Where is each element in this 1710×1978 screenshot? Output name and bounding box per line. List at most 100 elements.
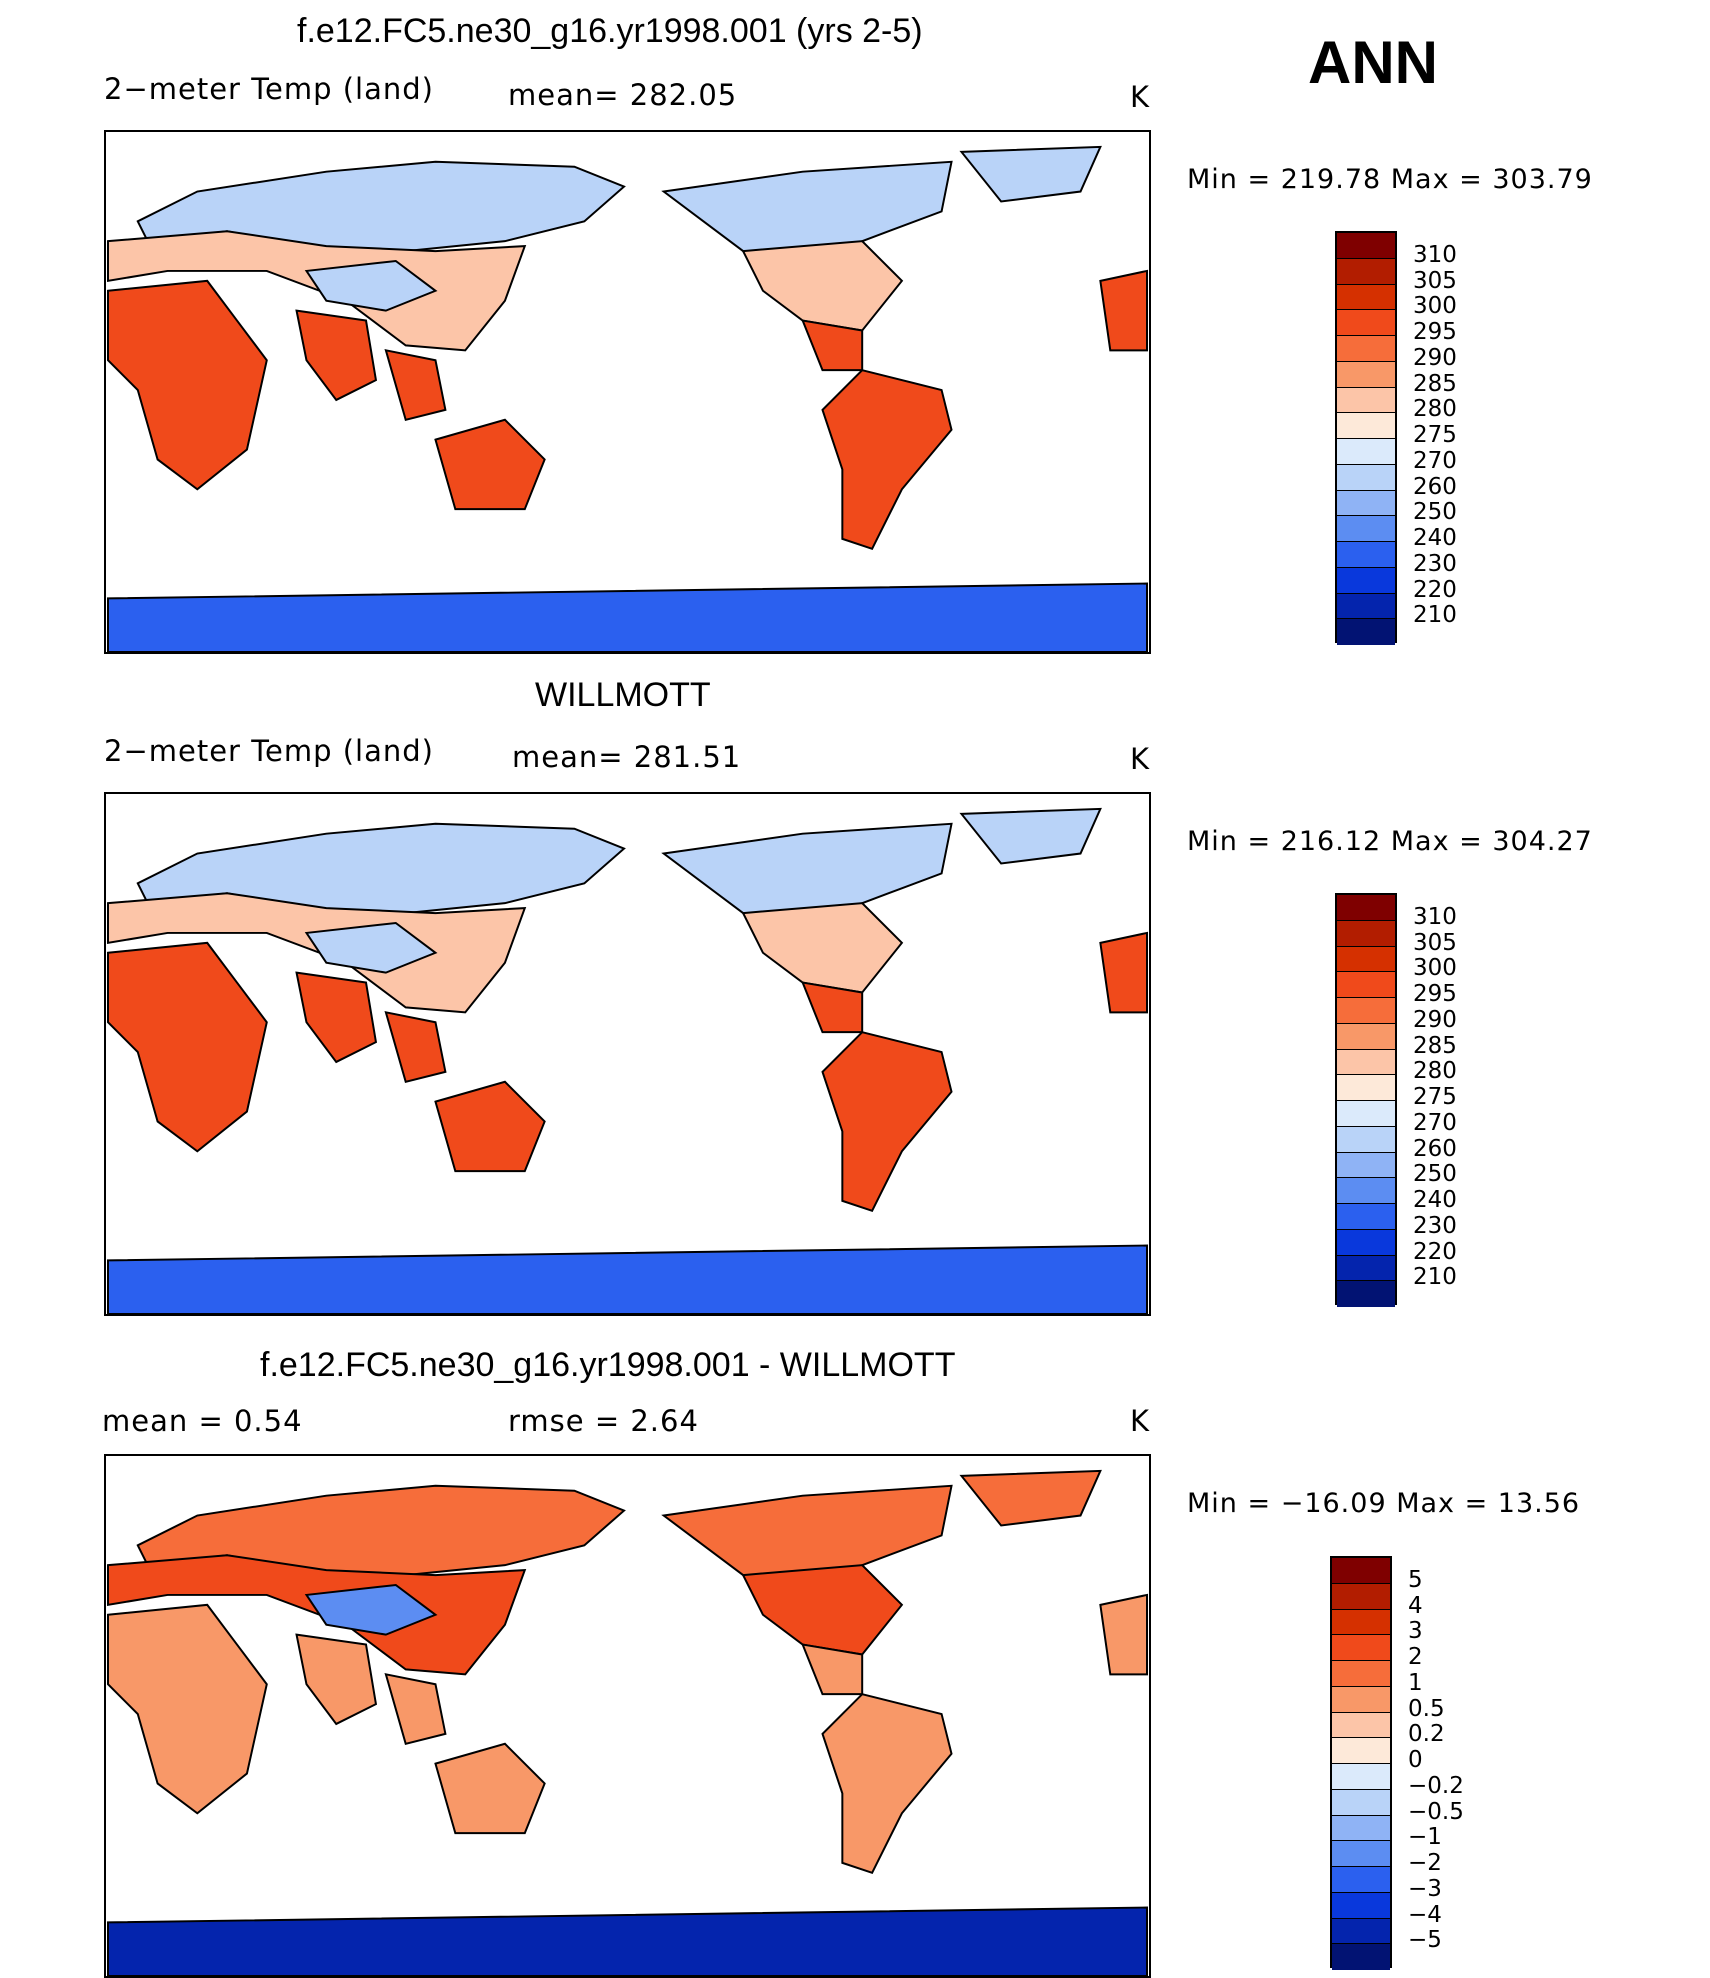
colorbar-level-label: −0.5 bbox=[1408, 1798, 1464, 1825]
land-region bbox=[295, 971, 378, 1064]
colorbar-level-label: 310 bbox=[1413, 241, 1457, 268]
colorbar-swatch bbox=[1337, 439, 1395, 465]
panel3-colorbar bbox=[1330, 1556, 1392, 1970]
colorbar-level-label: 220 bbox=[1413, 1238, 1457, 1265]
land-region bbox=[1099, 931, 1148, 1014]
colorbar-level-label: −2 bbox=[1408, 1850, 1442, 1876]
panel3-title: f.e12.FC5.ne30_g16.yr1998.001 - WILLMOTT bbox=[260, 1346, 956, 1384]
land-region bbox=[304, 921, 438, 974]
land-region bbox=[107, 1244, 1148, 1314]
land-region bbox=[295, 309, 378, 402]
colorbar-swatch bbox=[1337, 619, 1395, 645]
colorbar-level-label: 240 bbox=[1413, 525, 1457, 551]
colorbar-level-label: −1 bbox=[1408, 1824, 1442, 1851]
colorbar-level-label: 0.5 bbox=[1408, 1695, 1445, 1722]
colorbar-swatch bbox=[1332, 1686, 1390, 1713]
colorbar-level-label: −5 bbox=[1408, 1927, 1442, 1954]
colorbar-swatch bbox=[1332, 1764, 1390, 1790]
colorbar-swatch bbox=[1337, 567, 1395, 594]
colorbar-level-label: 275 bbox=[1413, 422, 1457, 448]
season-label: ANN bbox=[1308, 29, 1438, 96]
panel2-minmax: Min = 216.12 Max = 304.27 bbox=[1187, 826, 1593, 857]
colorbar-swatch bbox=[1332, 1789, 1390, 1816]
colorbar-level-label: 230 bbox=[1413, 1212, 1457, 1239]
colorbar-swatch bbox=[1337, 1101, 1395, 1127]
colorbar-swatch bbox=[1337, 1178, 1395, 1204]
land-region bbox=[107, 1906, 1148, 1976]
land-region bbox=[107, 582, 1148, 652]
panel1-map bbox=[104, 130, 1151, 654]
colorbar-swatch bbox=[1337, 1126, 1395, 1153]
land-region bbox=[801, 1643, 864, 1696]
land-region bbox=[384, 1673, 447, 1745]
colorbar-level-label: 210 bbox=[1413, 1264, 1457, 1291]
panel3-map bbox=[104, 1454, 1151, 1978]
colorbar-swatch bbox=[1337, 387, 1395, 414]
land-region bbox=[107, 1603, 268, 1815]
colorbar-swatch bbox=[1337, 361, 1395, 388]
land-region bbox=[384, 1011, 447, 1083]
colorbar-level-label: 305 bbox=[1413, 267, 1457, 294]
land-region bbox=[959, 145, 1102, 203]
colorbar-swatch bbox=[1332, 1661, 1390, 1687]
land-region bbox=[801, 981, 864, 1034]
land-region bbox=[107, 1554, 527, 1676]
land-region bbox=[107, 941, 268, 1153]
colorbar-level-label: 285 bbox=[1413, 370, 1457, 397]
land-region bbox=[821, 369, 953, 551]
land-region bbox=[801, 319, 864, 372]
panel1-title: f.e12.FC5.ne30_g16.yr1998.001 (yrs 2-5) bbox=[297, 12, 923, 50]
colorbar-swatch bbox=[1332, 1892, 1390, 1919]
colorbar-swatch bbox=[1337, 593, 1395, 620]
panel3-minmax: Min = −16.09 Max = 13.56 bbox=[1187, 1488, 1581, 1519]
colorbar-swatch bbox=[1337, 516, 1395, 542]
colorbar-swatch bbox=[1337, 972, 1395, 998]
colorbar-swatch bbox=[1332, 1635, 1390, 1661]
land-region bbox=[1099, 1593, 1148, 1676]
colorbar-level-label: 290 bbox=[1413, 344, 1457, 371]
panel1-mean: mean= 282.05 bbox=[508, 78, 738, 112]
colorbar-swatch bbox=[1337, 310, 1395, 336]
panel3-rmse: rmse = 2.64 bbox=[508, 1404, 699, 1438]
colorbar-swatch bbox=[1337, 1255, 1395, 1282]
colorbar-swatch bbox=[1337, 284, 1395, 311]
colorbar-level-label: −0.2 bbox=[1408, 1772, 1464, 1799]
colorbar-level-label: 240 bbox=[1413, 1187, 1457, 1213]
colorbar-swatch bbox=[1332, 1738, 1390, 1764]
panel2-mean: mean= 281.51 bbox=[512, 740, 742, 774]
map-canvas bbox=[107, 145, 1148, 652]
panel1-colorbar-labels: 310 305 300 295 290 285 280 275 270 260 250 240 230 2… bbox=[1413, 231, 1493, 643]
panel3-units: K bbox=[1130, 1404, 1151, 1438]
colorbar-level-label: 260 bbox=[1413, 1135, 1457, 1162]
colorbar-swatch bbox=[1332, 1815, 1390, 1842]
land-region bbox=[295, 1633, 378, 1726]
colorbar-level-label: 270 bbox=[1413, 447, 1457, 474]
land-region bbox=[107, 892, 527, 1014]
land-region bbox=[304, 1583, 438, 1636]
colorbar-level-label: 260 bbox=[1413, 473, 1457, 500]
colorbar-level-label: 230 bbox=[1413, 550, 1457, 577]
colorbar-swatch bbox=[1332, 1712, 1390, 1739]
colorbar-level-label: 250 bbox=[1413, 1161, 1457, 1188]
colorbar-swatch bbox=[1337, 920, 1395, 947]
colorbar-swatch bbox=[1337, 542, 1395, 568]
land-region bbox=[107, 230, 527, 352]
land-region bbox=[304, 259, 438, 312]
colorbar-swatch bbox=[1337, 1281, 1395, 1307]
colorbar-swatch bbox=[1332, 1609, 1390, 1636]
colorbar-level-label: 2 bbox=[1408, 1644, 1423, 1670]
land-region bbox=[821, 1031, 953, 1213]
colorbar-level-label: −4 bbox=[1408, 1901, 1442, 1928]
panel2-variable-label: 2−meter Temp (land) bbox=[104, 734, 434, 768]
panel2-colorbar-labels: 310 305 300 295 290 285 280 275 270 260 250 240 230 2… bbox=[1413, 893, 1493, 1305]
colorbar-level-label: 220 bbox=[1413, 576, 1457, 603]
colorbar-level-label: 290 bbox=[1413, 1006, 1457, 1033]
colorbar-swatch bbox=[1337, 1229, 1395, 1256]
colorbar-level-label: 300 bbox=[1413, 955, 1457, 982]
land-region bbox=[107, 279, 268, 491]
colorbar-swatch bbox=[1337, 1049, 1395, 1076]
colorbar-level-label: 310 bbox=[1413, 903, 1457, 930]
colorbar-level-label: 210 bbox=[1413, 602, 1457, 629]
panel2-units: K bbox=[1130, 742, 1151, 776]
colorbar-level-label: 1 bbox=[1408, 1669, 1423, 1696]
